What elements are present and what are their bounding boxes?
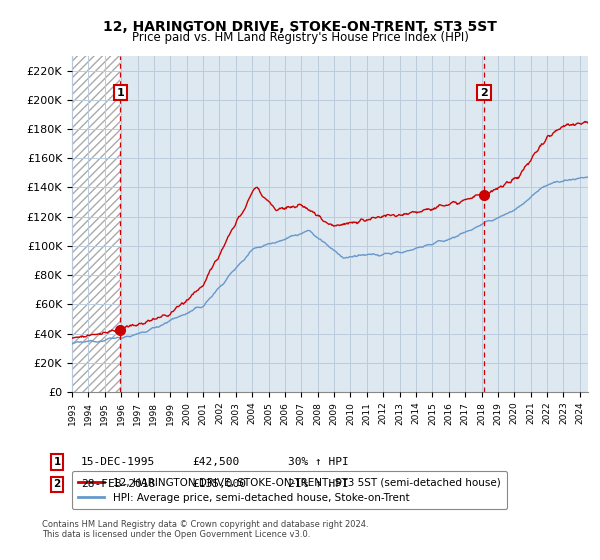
Text: Price paid vs. HM Land Registry's House Price Index (HPI): Price paid vs. HM Land Registry's House … (131, 31, 469, 44)
Text: Contains HM Land Registry data © Crown copyright and database right 2024.
This d: Contains HM Land Registry data © Crown c… (42, 520, 368, 539)
Text: 2: 2 (53, 479, 61, 489)
Text: 21% ↑ HPI: 21% ↑ HPI (288, 479, 349, 489)
Text: 1: 1 (116, 87, 124, 97)
Text: 1: 1 (53, 457, 61, 467)
Legend: 12, HARINGTON DRIVE, STOKE-ON-TRENT, ST3 5ST (semi-detached house), HPI: Average: 12, HARINGTON DRIVE, STOKE-ON-TRENT, ST3… (72, 471, 506, 509)
Text: 12, HARINGTON DRIVE, STOKE-ON-TRENT, ST3 5ST: 12, HARINGTON DRIVE, STOKE-ON-TRENT, ST3… (103, 20, 497, 34)
Text: £135,000: £135,000 (192, 479, 246, 489)
Bar (72, 56, 121, 392)
Text: 2: 2 (480, 87, 488, 97)
Text: 15-DEC-1995: 15-DEC-1995 (81, 457, 155, 467)
Text: 30% ↑ HPI: 30% ↑ HPI (288, 457, 349, 467)
Text: £42,500: £42,500 (192, 457, 239, 467)
Text: 28-FEB-2018: 28-FEB-2018 (81, 479, 155, 489)
